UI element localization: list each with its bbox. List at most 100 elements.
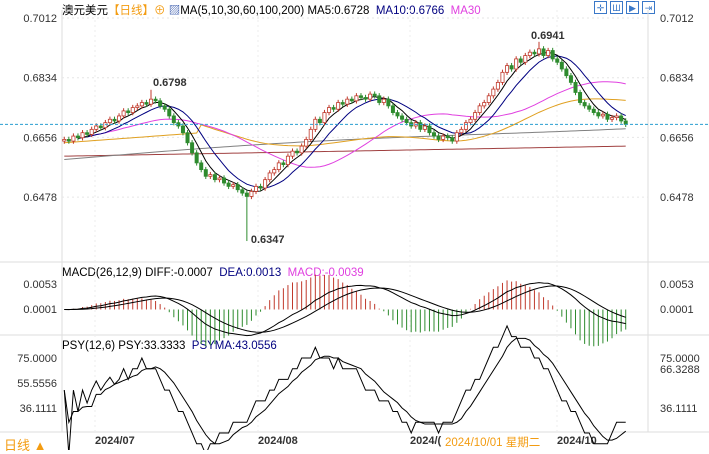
candle-body [564,68,569,77]
ma-icon[interactable]: ▨ [168,5,181,17]
macd-tick: 0.0053 [660,279,694,291]
candle-body [222,177,227,184]
candle-body [619,115,624,122]
candle-body [532,51,537,55]
ma5-value: MA5:0.6728 [307,5,370,17]
candle-body [505,65,510,73]
psy-tick: 36.1111 [20,403,57,415]
candle-body [555,58,560,63]
candle-body [491,88,496,97]
dea-line [64,285,626,333]
psy-line [63,324,626,450]
candle-body [212,174,217,181]
candle-body [299,145,304,154]
candle-body [94,125,99,130]
candle-body [445,135,450,139]
candle-body [322,112,327,124]
x-tick: 2024/( [410,435,442,447]
candle-body [568,75,573,83]
candle-body [240,189,245,194]
crosshair-icon[interactable]: ✛ [594,1,607,14]
candle-body [336,102,341,110]
candle-body [103,122,108,129]
candle-body [573,81,578,93]
candle-body [527,51,532,56]
candle-body [381,98,386,103]
candle-body [244,192,249,197]
candle-body [66,139,71,142]
x-tick: 2024/08 [258,435,298,447]
candle-body [340,102,345,105]
ma5-line [77,51,626,192]
candle-body [591,108,596,113]
candle-body [500,71,505,83]
settings-icon[interactable]: ⊕ [154,5,166,17]
ma100-line [64,128,626,161]
ma30-value: MA30 [450,5,481,17]
psy-header: PSY(12,6) PSY:33.3333 PSYMA:43.0556 [62,340,277,352]
candle-body [390,105,395,113]
candle-body [158,100,163,107]
candle-body [185,132,190,144]
candle-body [623,120,628,125]
candle-body [281,162,286,165]
candle-body [468,118,473,124]
psy-label: PSY(12,6) PSY:33.3333 [62,340,186,352]
next-icon[interactable]: ▶ [626,1,639,14]
macd-header: MACD(26,12,9) DIFF:-0.0007 DEA:0.0013 MA… [62,267,364,279]
candle-body [605,113,610,120]
candle-body [523,55,528,63]
psyma-line [63,337,627,445]
candle-body [395,112,400,117]
candle-body [559,61,564,70]
candle-body [226,182,231,187]
candle-body [317,118,322,124]
candle-body [276,162,281,170]
candle-body [80,132,85,139]
candle-body [126,110,131,113]
candle-body [386,98,391,107]
candle-body [121,110,126,117]
candle-body [194,152,199,164]
x-tick: 2024/07 [95,435,135,447]
y-tick-right: 0.6834 [660,73,694,85]
candle-body [495,81,500,90]
candle-body [258,185,263,189]
candle-body [454,132,459,142]
candle-body [62,139,67,142]
candle-body [308,128,313,140]
psyma-value: PSYMA:43.0556 [191,340,277,352]
macd-tick: 0.0001 [660,304,694,316]
candle-body [477,105,482,113]
candle-body [263,179,268,189]
candle-body [89,128,94,135]
candle-body [272,169,277,174]
candle-body [149,98,154,105]
candle-body [249,190,254,197]
x-tick: 2024/10 [557,435,597,447]
y-tick-left: 0.6834 [23,73,57,85]
period-toggle[interactable]: 日线 ▲ [4,438,47,453]
candle-body [358,95,363,98]
candle-body [518,58,523,63]
bar-icon[interactable]: Ш [610,1,623,14]
y-tick-left: 0.6478 [23,192,57,204]
candle-body [327,107,332,113]
macd-value: MACD:-0.0039 [287,267,364,279]
candle-body [199,162,204,170]
candle-body [432,132,437,137]
candle-body [422,125,427,130]
candle-body [614,115,619,119]
candle-body [253,185,258,192]
candle-body [550,50,555,60]
candle-body [235,184,240,191]
period-label[interactable]: 【日线】 [108,5,154,17]
candle-body [436,135,441,140]
candle-body [418,122,423,130]
candle-body [536,48,541,55]
candle-body [203,169,208,177]
candle-body [610,117,615,120]
candle-body [596,112,601,117]
candle-body [144,102,149,105]
